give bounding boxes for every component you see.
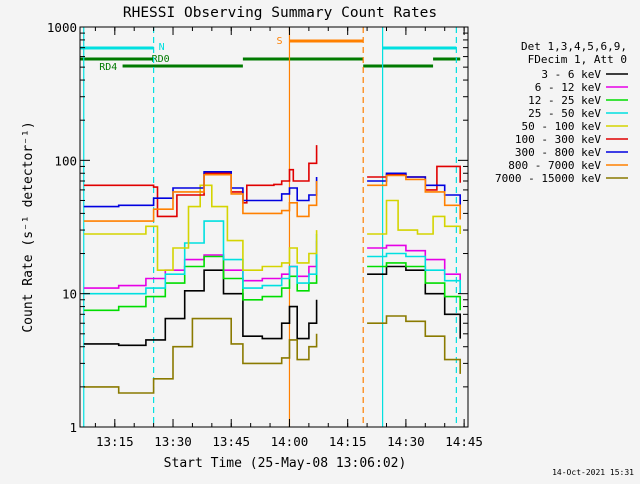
y-tick-label: 10 bbox=[62, 287, 77, 302]
axes-layer: 13:15 13:30 13:45 14:00 14:15 14:30 14:45 1 10 10… bbox=[47, 20, 483, 449]
legend-label: 300 - 800 keV bbox=[515, 146, 601, 159]
legend-label: 100 - 300 keV bbox=[515, 133, 601, 146]
y-tick-label: 100 bbox=[54, 153, 77, 168]
series-line-7 bbox=[83, 173, 461, 222]
legend-label: 25 - 50 keV bbox=[528, 107, 601, 120]
flag-label-rd0: RD0 bbox=[152, 54, 170, 65]
x-tick-label: 14:15 bbox=[329, 434, 367, 449]
x-tick-label: 14:30 bbox=[387, 434, 425, 449]
chart-title: RHESSI Observing Summary Count Rates bbox=[123, 5, 437, 21]
plot-frame bbox=[79, 26, 469, 428]
series-line-4 bbox=[83, 184, 461, 271]
flag-label-n: N bbox=[159, 42, 165, 53]
legend-label: 800 - 7000 keV bbox=[508, 159, 601, 172]
series-line-3 bbox=[83, 220, 461, 295]
legend-header-line-1: Det 1,3,4,5,6,9, bbox=[521, 40, 627, 53]
series-layer bbox=[83, 145, 461, 394]
generated-timestamp: 14-Oct-2021 15:31 bbox=[552, 468, 634, 477]
y-axis-label: Count Rate (s⁻¹ detector⁻¹) bbox=[21, 121, 36, 332]
legend-label: 12 - 25 keV bbox=[528, 94, 601, 107]
x-tick-label: 13:15 bbox=[96, 434, 134, 449]
legend-label: 50 - 100 keV bbox=[522, 120, 602, 133]
x-tick-label: 13:45 bbox=[212, 434, 250, 449]
legend: Det 1,3,4,5,6,9, FDecim 1, Att 0 3 - 6 k… bbox=[495, 40, 628, 185]
legend-label: 7000 - 15000 keV bbox=[495, 172, 601, 185]
y-tick-label: 1 bbox=[69, 420, 77, 435]
y-tick-label: 1000 bbox=[47, 20, 77, 35]
x-tick-label: 14:45 bbox=[445, 434, 483, 449]
x-tick-label: 14:00 bbox=[271, 434, 309, 449]
series-line-8 bbox=[83, 315, 461, 394]
flag-label-rd4: RD4 bbox=[99, 62, 117, 73]
flag-label-s: S bbox=[276, 36, 282, 47]
x-axis-label: Start Time (25-May-08 13:06:02) bbox=[164, 456, 407, 471]
legend-label: 6 - 12 keV bbox=[535, 81, 602, 94]
legend-header-line-2: FDecim 1, Att 0 bbox=[528, 53, 627, 66]
legend-label: 3 - 6 keV bbox=[541, 68, 601, 81]
x-tick-label: 13:30 bbox=[154, 434, 192, 449]
